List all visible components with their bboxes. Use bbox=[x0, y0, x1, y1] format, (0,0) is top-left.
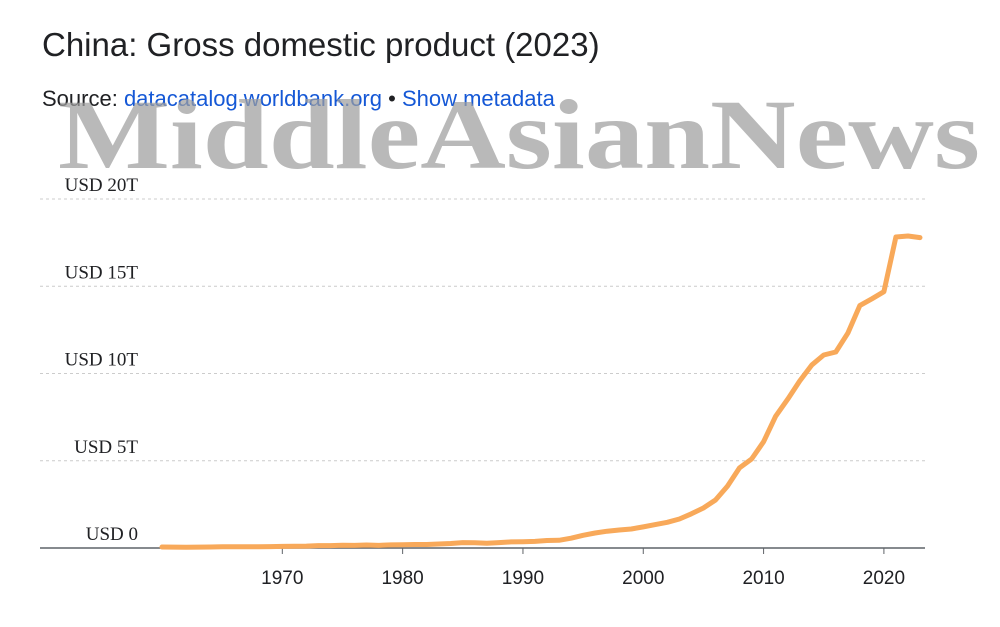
source-link[interactable]: datacatalog.worldbank.org bbox=[123, 86, 382, 111]
x-tick-label: 1990 bbox=[502, 568, 544, 589]
y-tick-label: USD 0 bbox=[86, 524, 138, 545]
show-metadata-link[interactable]: Show metadata bbox=[401, 86, 555, 111]
x-axis-ticks: 1970 1980 1990 2000 2010 2020 bbox=[261, 548, 905, 589]
gridlines bbox=[40, 198, 925, 462]
y-tick-label: USD 10T bbox=[65, 350, 139, 371]
series-line-gdp bbox=[159, 233, 923, 550]
x-tick-label: 1970 bbox=[261, 568, 303, 589]
x-tick-label: 2010 bbox=[742, 568, 784, 589]
page-title: China: Gross domestic product (2023) bbox=[42, 26, 600, 63]
y-tick-label: USD 15T bbox=[65, 262, 139, 283]
separator-dot: • bbox=[388, 86, 396, 111]
watermark-text: MiddleAsianNews bbox=[58, 79, 980, 190]
source-line: Source: datacatalog.worldbank.org • Show… bbox=[42, 86, 555, 112]
x-tick-label: 2020 bbox=[863, 568, 905, 589]
source-label: Source: bbox=[42, 86, 124, 111]
y-tick-label: USD 5T bbox=[74, 437, 138, 458]
x-tick-label: 2000 bbox=[622, 568, 664, 589]
x-tick-label: 1980 bbox=[381, 568, 423, 589]
y-tick-label: USD 20T bbox=[65, 175, 139, 196]
y-axis-ticks: USD 0 USD 5T USD 10T USD 15T USD 20T bbox=[65, 175, 139, 545]
